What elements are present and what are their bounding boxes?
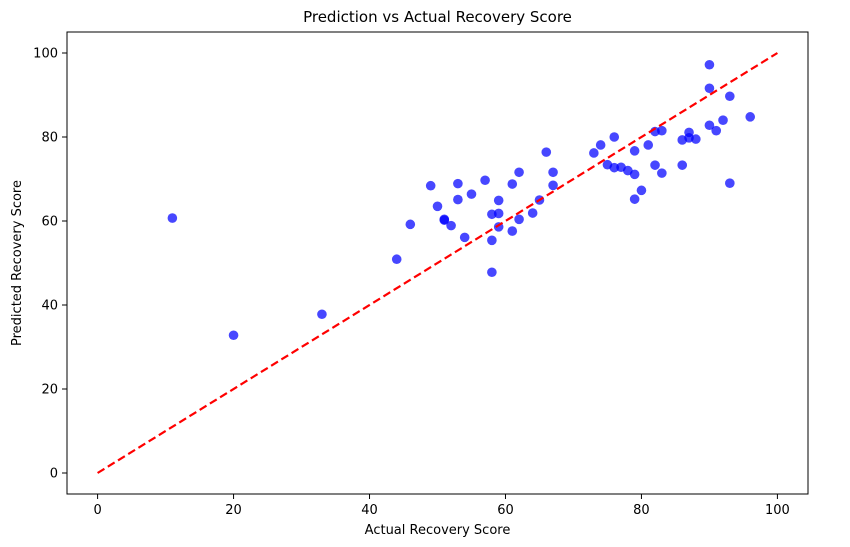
chart-title: Prediction vs Actual Recovery Score (303, 8, 572, 26)
data-point (466, 189, 477, 199)
data-point (704, 83, 715, 94)
data-point (609, 162, 620, 173)
data-point (439, 215, 450, 225)
y-axis-label: Predicted Recovery Score (10, 180, 25, 346)
x-tick-label: 40 (361, 503, 378, 518)
y-tick-label: 80 (41, 131, 58, 146)
data-point (446, 220, 456, 231)
data-point (507, 226, 518, 236)
data-point (691, 134, 701, 144)
data-point (657, 168, 667, 178)
data-point (527, 208, 538, 218)
data-point (745, 112, 756, 122)
data-point (595, 140, 606, 150)
data-point (405, 219, 416, 230)
data-point (459, 232, 470, 243)
data-point (493, 195, 504, 206)
data-point (317, 309, 327, 320)
x-tick-label: 80 (633, 503, 650, 518)
data-point (167, 213, 178, 223)
x-axis: 0 20 40 60 80 100 (93, 494, 790, 518)
x-tick-label: 100 (765, 503, 790, 518)
data-point (609, 132, 620, 142)
data-point (704, 120, 715, 131)
data-point (643, 140, 654, 150)
x-tick-label: 20 (225, 503, 242, 518)
y-tick-label: 40 (41, 299, 58, 314)
data-point (718, 115, 728, 125)
data-point (487, 267, 497, 278)
data-point (704, 59, 715, 70)
data-point (657, 125, 667, 136)
data-point (650, 160, 660, 170)
x-axis-label: Actual Recovery Score (365, 523, 511, 538)
data-point (514, 167, 524, 178)
y-tick-label: 100 (33, 47, 58, 62)
data-point (493, 208, 504, 219)
data-point (548, 180, 558, 191)
data-point (629, 194, 640, 204)
data-point (711, 125, 722, 136)
data-point (425, 180, 436, 191)
data-point (629, 146, 640, 156)
y-tick-label: 20 (41, 383, 58, 398)
data-point (453, 178, 463, 189)
reference-line (97, 52, 778, 474)
data-point (507, 179, 518, 189)
data-point (480, 175, 490, 186)
data-point (725, 178, 735, 188)
data-point (453, 194, 463, 205)
data-point (228, 330, 239, 341)
x-tick-label: 60 (497, 503, 514, 518)
y-axis: 0 20 40 60 80 100 (33, 47, 67, 482)
x-tick-label: 0 (93, 503, 101, 518)
y-tick-label: 60 (41, 215, 58, 230)
data-point (636, 185, 647, 196)
data-point (487, 235, 497, 246)
data-point (391, 254, 402, 265)
data-point (548, 167, 558, 178)
plot-area (97, 52, 778, 474)
data-point (432, 201, 443, 212)
data-point (541, 147, 552, 157)
data-point (677, 160, 688, 170)
y-tick-label: 0 (50, 467, 58, 482)
axes-frame (66, 31, 809, 495)
data-point (514, 214, 524, 225)
data-point (725, 91, 735, 102)
data-point (589, 148, 599, 158)
data-point (629, 169, 640, 180)
